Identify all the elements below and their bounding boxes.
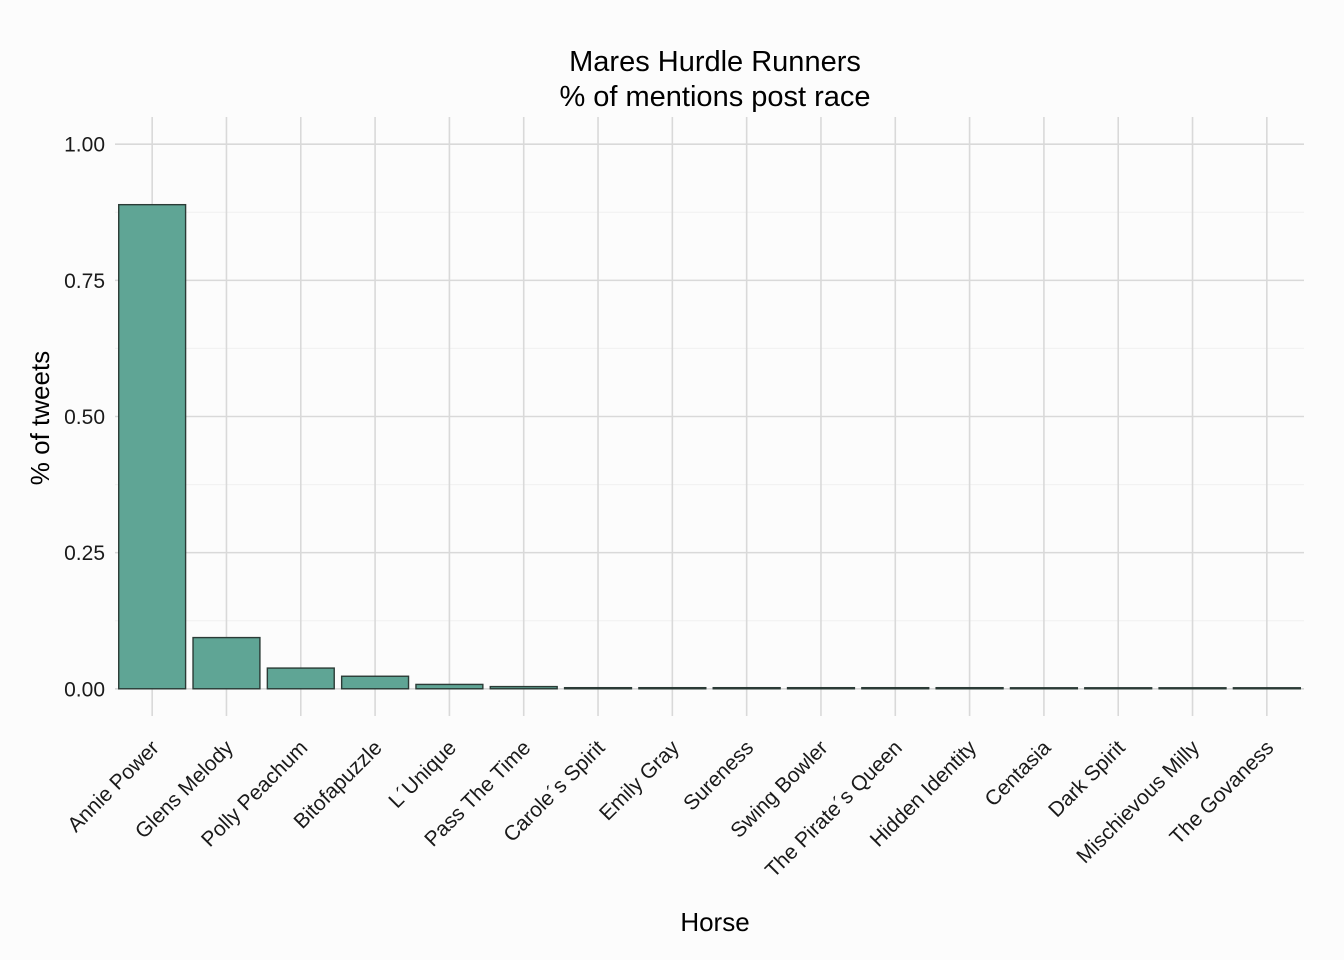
x-tick-label: Mischievous Milly: [1072, 736, 1204, 868]
bar: [415, 683, 484, 690]
bar: [935, 686, 1004, 690]
bar: [786, 686, 856, 690]
bar: [712, 686, 781, 690]
bar: [1009, 687, 1079, 690]
y-tick-label: 1.00: [64, 134, 105, 157]
x-axis-title: Horse: [680, 907, 749, 937]
bar: [489, 685, 558, 690]
bar: [638, 686, 707, 690]
y-axis-ticks: 0.00 0.25 0.50 0.75 1.00: [64, 134, 105, 702]
bar: [118, 203, 187, 690]
bar: [340, 675, 410, 690]
bar: [1232, 687, 1301, 690]
x-tick-label: Emily Gray: [595, 736, 684, 825]
y-tick-label: 0.00: [64, 678, 105, 701]
bar: [266, 667, 335, 690]
x-tick-label: The Pirate´s Queen: [761, 736, 907, 882]
x-tick-label: Centasia: [981, 736, 1056, 811]
bar: [1158, 687, 1227, 690]
bar-layer: [118, 203, 1301, 690]
y-tick-label: 0.50: [64, 406, 105, 429]
grid-layer: [115, 117, 1304, 716]
bar: [192, 636, 261, 690]
bar: [563, 686, 633, 690]
chart-title: Mares Hurdle Runners: [569, 46, 861, 78]
y-axis-title: % of tweets: [25, 351, 55, 485]
chart-subtitle: % of mentions post race: [559, 81, 870, 113]
bar: [1084, 687, 1153, 690]
x-tick-label: Sureness: [679, 736, 758, 815]
y-tick-label: 0.25: [64, 542, 105, 565]
bar: [861, 686, 930, 690]
y-tick-label: 0.75: [64, 270, 105, 293]
x-tick-label: L´Unique: [384, 736, 461, 813]
